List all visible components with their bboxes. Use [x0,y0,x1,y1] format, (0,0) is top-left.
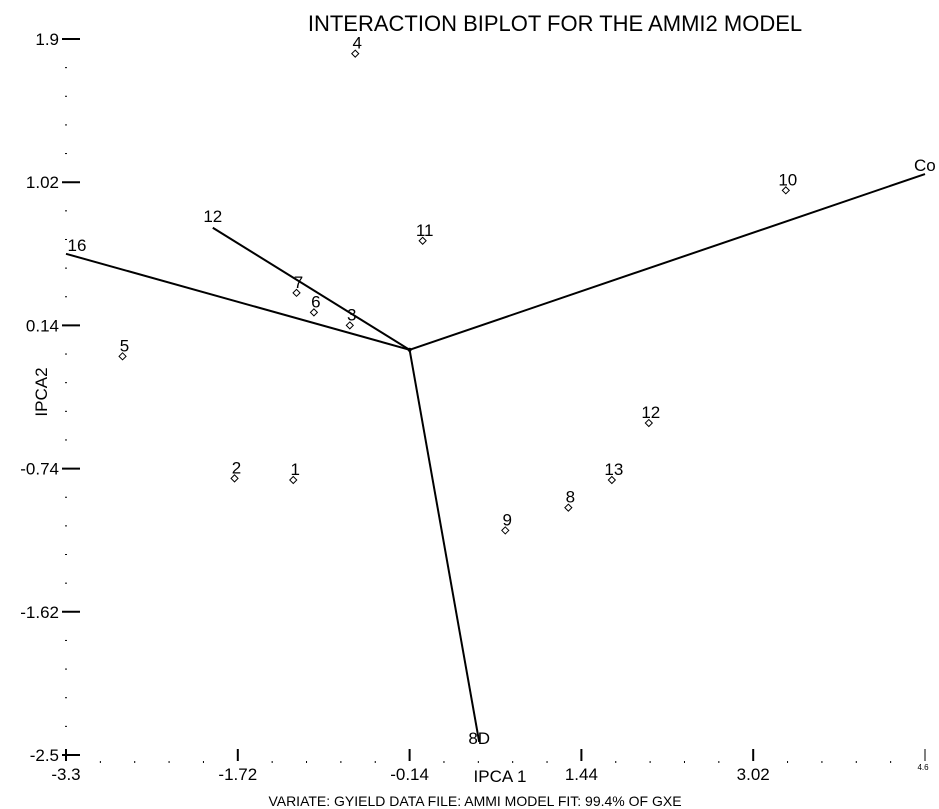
y-tick-label: 0.14 [26,316,59,335]
genotype-point [351,49,360,58]
environment-vector [65,252,410,351]
genotype-label: 12 [641,403,660,422]
genotype-point [345,321,355,330]
genotype-point [289,475,298,485]
genotype-point [118,352,127,361]
environment-vector [408,349,481,743]
genotype-point [501,526,510,535]
genotype-label: 5 [120,336,129,355]
genotype-label: 7 [294,273,303,292]
y-tick-label: 1.9 [35,30,59,49]
chart-footer: VARIATE: GYIELD DATA FILE: AMMI MODEL FI… [268,793,681,809]
x-axis: -3.3 -1.72 -0.14 1.44 3.02 4.6 [51,749,929,784]
biplot-origin [407,347,412,352]
y-tick-label: -1.62 [20,603,59,622]
genotype-label: 1 [291,460,300,479]
genotype-label: 10 [778,170,797,189]
x-tick-label: 3.02 [737,765,770,784]
environment-label: 12 [203,207,222,226]
y-tick-label: -0.74 [20,460,59,479]
genotype-label: 2 [232,458,241,477]
y-axis: 1.9 1.02 0.14 -0.74 -1.62 -2.5 [20,30,80,765]
genotype-point [781,186,791,195]
genotype-label: 8 [566,488,575,507]
genotype-point [418,236,427,245]
genotype-label: 13 [604,460,623,479]
genotype-point [607,475,617,485]
genotype-point [309,308,319,317]
genotype-label: 3 [347,305,356,324]
genotype-label: 9 [503,510,512,529]
genotype-label: 4 [352,34,361,53]
genotype-label: 11 [416,221,434,240]
x-tick-label: -3.3 [51,765,80,784]
y-tick-label: -2.5 [30,746,59,765]
genotype-point [230,474,239,483]
x-tick-label: -0.14 [390,765,429,784]
y-axis-label: IPCA2 [32,367,51,416]
environment-vector [212,226,411,351]
environment-label: 8D [468,729,490,748]
genotype-label: 6 [311,292,320,311]
x-axis-label: IPCA 1 [474,767,527,786]
genotype-point [644,418,654,428]
y-tick-label: 1.02 [26,173,59,192]
environment-label: Co [914,156,936,175]
genotype-point [564,503,573,512]
x-tick-label: -1.72 [218,765,257,784]
chart-title: INTERACTION BIPLOT FOR THE AMMI2 MODEL [308,11,802,36]
environment-label: 16 [68,236,87,255]
x-tick-label: 4.6 [917,763,929,772]
x-tick-label: 1.44 [565,765,598,784]
environment-vector [409,173,926,351]
genotype-point [292,288,301,298]
